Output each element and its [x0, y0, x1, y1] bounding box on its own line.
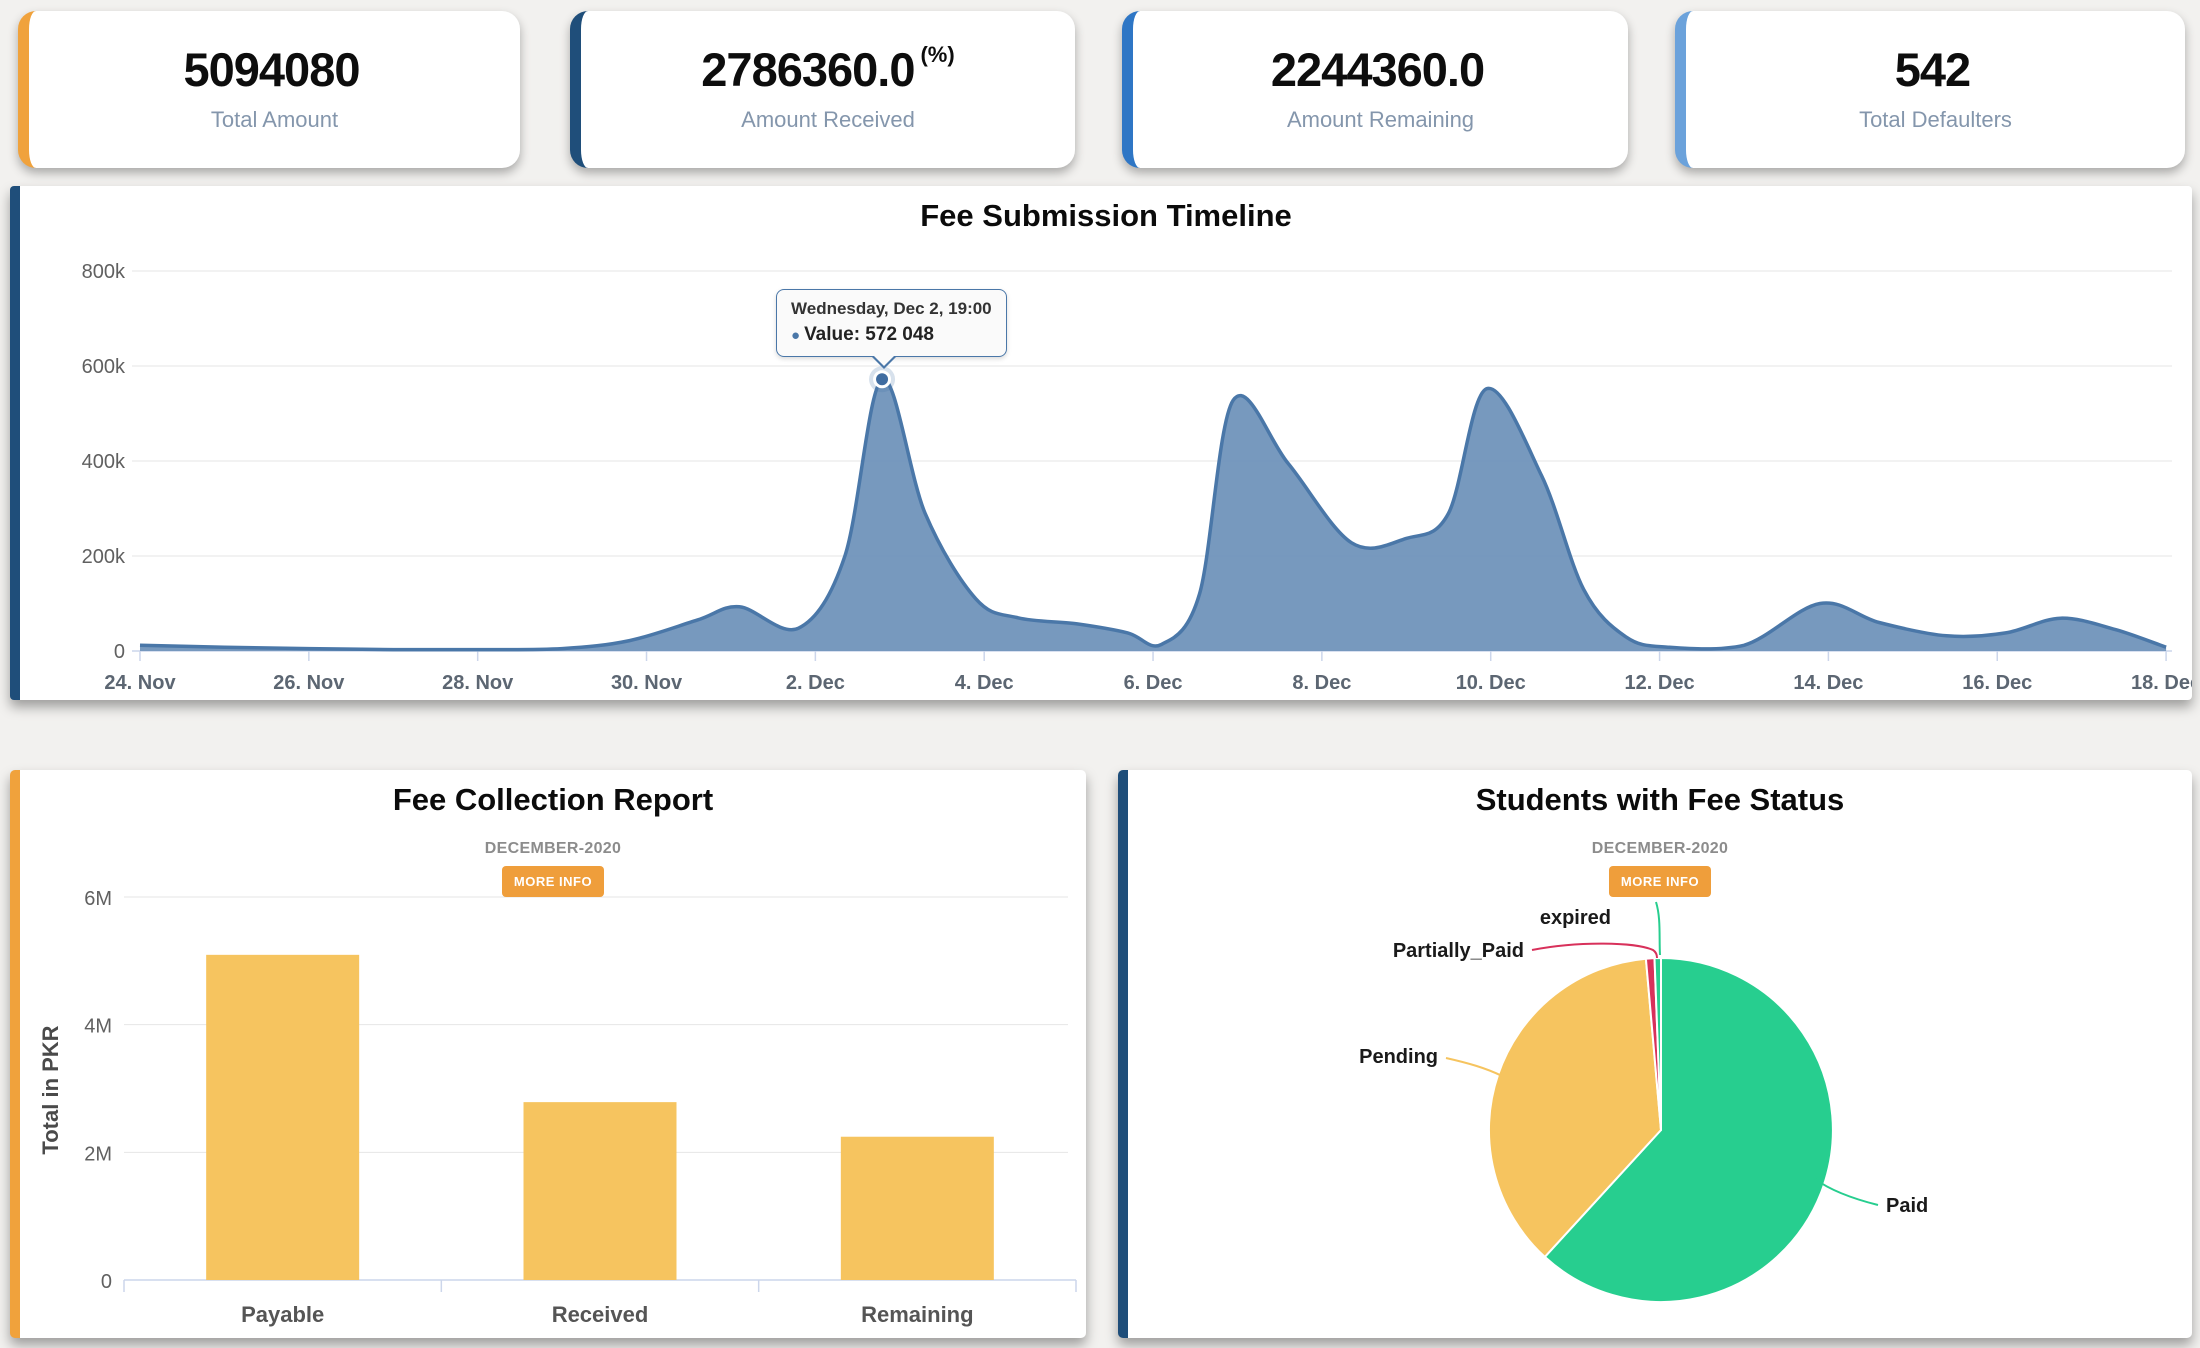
timeline-series-line: [139, 377, 2167, 652]
pie-label-partially_paid: Partially_Paid: [1393, 940, 1524, 962]
stat-value-row: 2244360.0: [1271, 46, 1490, 93]
x-axis-label: 8. Dec: [1292, 672, 1351, 694]
pie-label-paid: Paid: [1886, 1195, 1928, 1217]
series-dot-icon: ●: [791, 327, 801, 344]
amount-received-suffix: (%): [920, 42, 955, 67]
category-label: Remaining: [861, 1302, 973, 1327]
pie-label-pending: Pending: [1359, 1046, 1438, 1068]
fee-status-pie-chart: Paid Pending Partially_Paid expired: [1359, 901, 1928, 1303]
data-point-marker[interactable]: [876, 373, 889, 386]
amount-remaining-value: 2244360.0: [1270, 43, 1485, 96]
total-amount-value: 5094080: [183, 43, 361, 96]
chart-tooltip: Wednesday, Dec 2, 19:00 ● Value: 572 048: [776, 289, 1007, 369]
fee-collection-bar-chart: 6M 4M 2M 0 Total in PKR Payable Received Remain…: [38, 888, 1077, 1327]
status-title: Students with Fee Status: [1475, 782, 1845, 817]
x-axis-label: 18. Dec: [2131, 672, 2192, 694]
x-axis-label: 28. Nov: [442, 672, 514, 694]
stat-value-row: 5094080: [184, 46, 366, 93]
pie-slice-expired[interactable]: [1653, 956, 1662, 1131]
fee-submission-timeline-panel: Fee Submission Timeline 800k 600k 400k 200k…: [10, 186, 2192, 700]
students-fee-status-panel: Students with Fee Status DECEMBER-2020 M…: [1118, 770, 2192, 1338]
x-axis-label: 4. Dec: [955, 672, 1014, 694]
y-axis-label: 200k: [82, 546, 126, 568]
fee-collection-report-panel: Fee Collection Report DECEMBER-2020 MORE…: [10, 770, 1086, 1338]
x-axis-label: 2. Dec: [786, 672, 845, 694]
report-subtitle: DECEMBER-2020: [484, 840, 622, 857]
status-subtitle: DECEMBER-2020: [1591, 840, 1729, 857]
total-defaulters-value: 542: [1894, 43, 1971, 96]
pie-connector-pending: [1445, 1057, 1503, 1077]
stat-card-amount-remaining: 2244360.0 Amount Remaining: [1122, 11, 1628, 168]
stat-value-row: 2786360.0 (%): [701, 42, 955, 96]
bar-remaining[interactable]: [840, 1136, 994, 1280]
pie-slice-paid[interactable]: [1543, 957, 1834, 1303]
y-axis-label: 4M: [84, 1016, 112, 1038]
x-axis-label: 6. Dec: [1124, 672, 1183, 694]
report-more-info-button[interactable]: MORE INFO: [501, 866, 605, 897]
x-axis-label: 26. Nov: [273, 672, 345, 694]
y-axis-label: 0: [101, 1271, 112, 1293]
x-axis-label: 16. Dec: [1962, 672, 2032, 694]
amount-received-label: Amount Received: [741, 107, 915, 132]
y-axis-title: Total in PKR: [38, 1025, 63, 1154]
x-axis-label: 14. Dec: [1793, 672, 1863, 694]
category-label: Received: [552, 1302, 649, 1327]
bar-payable[interactable]: [206, 954, 360, 1280]
tooltip-value: Value: 572 048: [804, 324, 934, 345]
y-axis-label: 600k: [82, 356, 126, 378]
x-axis-label: 30. Nov: [611, 672, 683, 694]
y-axis-label: 800k: [82, 261, 126, 283]
total-defaulters-label: Total Defaulters: [1859, 107, 2012, 132]
x-axis-label: 24. Nov: [104, 672, 176, 694]
tooltip-date: Wednesday, Dec 2, 19:00: [791, 299, 992, 318]
timeline-title: Fee Submission Timeline: [920, 198, 1292, 233]
amount-received-value: 2786360.0: [701, 43, 915, 96]
total-amount-label: Total Amount: [210, 107, 339, 132]
y-axis-label: 400k: [82, 451, 126, 473]
pie-connector-partially_paid: [1531, 942, 1658, 959]
stat-card-total-defaulters: 542 Total Defaulters: [1675, 11, 2185, 168]
stat-card-amount-received: 2786360.0 (%) Amount Received: [570, 11, 1075, 168]
timeline-area-chart: 800k 600k 400k 200k 0 24. Nov 26. Nov 28. Nov 30…: [82, 261, 2192, 694]
pie-connector-expired: [1655, 901, 1661, 956]
category-label: Payable: [241, 1302, 324, 1327]
x-axis-label: 12. Dec: [1625, 672, 1695, 694]
report-title: Fee Collection Report: [392, 782, 714, 817]
y-axis-label: 6M: [84, 888, 112, 910]
stat-card-total-amount: 5094080 Total Amount: [18, 11, 520, 168]
y-axis-label: 2M: [84, 1143, 112, 1165]
tooltip-value-row: ● Value: 572 048: [791, 324, 992, 346]
bar-received[interactable]: [523, 1102, 677, 1280]
pie-label-expired: expired: [1540, 907, 1611, 929]
amount-remaining-label: Amount Remaining: [1286, 107, 1475, 132]
x-axis-label: 10. Dec: [1456, 672, 1526, 694]
status-more-info-button[interactable]: MORE INFO: [1608, 866, 1712, 897]
stat-value-row: 542: [1895, 46, 1976, 93]
y-axis-label: 0: [114, 641, 125, 663]
pie-connector-paid: [1814, 1178, 1879, 1206]
timeline-area-fill: [140, 378, 2167, 651]
